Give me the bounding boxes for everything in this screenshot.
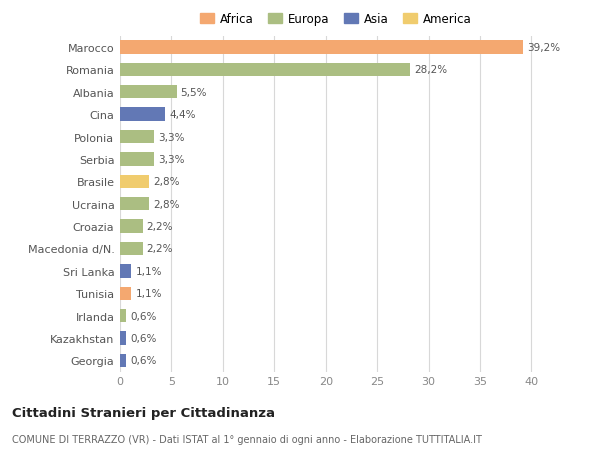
Text: 5,5%: 5,5% [181,88,207,98]
Text: 39,2%: 39,2% [527,43,560,53]
Text: 3,3%: 3,3% [158,155,185,165]
Text: 0,6%: 0,6% [130,311,157,321]
Bar [120,153,154,166]
Text: 3,3%: 3,3% [158,132,185,142]
Bar [120,63,410,77]
Bar [120,175,149,189]
Bar [120,331,126,345]
Text: 2,2%: 2,2% [147,222,173,232]
Text: 2,8%: 2,8% [153,177,179,187]
Text: COMUNE DI TERRAZZO (VR) - Dati ISTAT al 1° gennaio di ogni anno - Elaborazione T: COMUNE DI TERRAZZO (VR) - Dati ISTAT al … [12,434,482,444]
Text: 0,6%: 0,6% [130,333,157,343]
Bar [120,41,523,55]
Bar [120,220,143,233]
Text: 2,2%: 2,2% [147,244,173,254]
Bar [120,108,165,122]
Bar [120,242,143,256]
Text: 28,2%: 28,2% [414,65,447,75]
Bar [120,197,149,211]
Text: 0,6%: 0,6% [130,356,157,366]
Bar [120,264,131,278]
Text: 1,1%: 1,1% [136,289,162,299]
Text: 1,1%: 1,1% [136,266,162,276]
Bar [120,86,176,99]
Bar [120,309,126,323]
Bar [120,354,126,367]
Bar [120,287,131,300]
Text: 4,4%: 4,4% [169,110,196,120]
Bar [120,130,154,144]
Legend: Africa, Europa, Asia, America: Africa, Europa, Asia, America [198,11,474,28]
Text: 2,8%: 2,8% [153,199,179,209]
Text: Cittadini Stranieri per Cittadinanza: Cittadini Stranieri per Cittadinanza [12,406,275,419]
